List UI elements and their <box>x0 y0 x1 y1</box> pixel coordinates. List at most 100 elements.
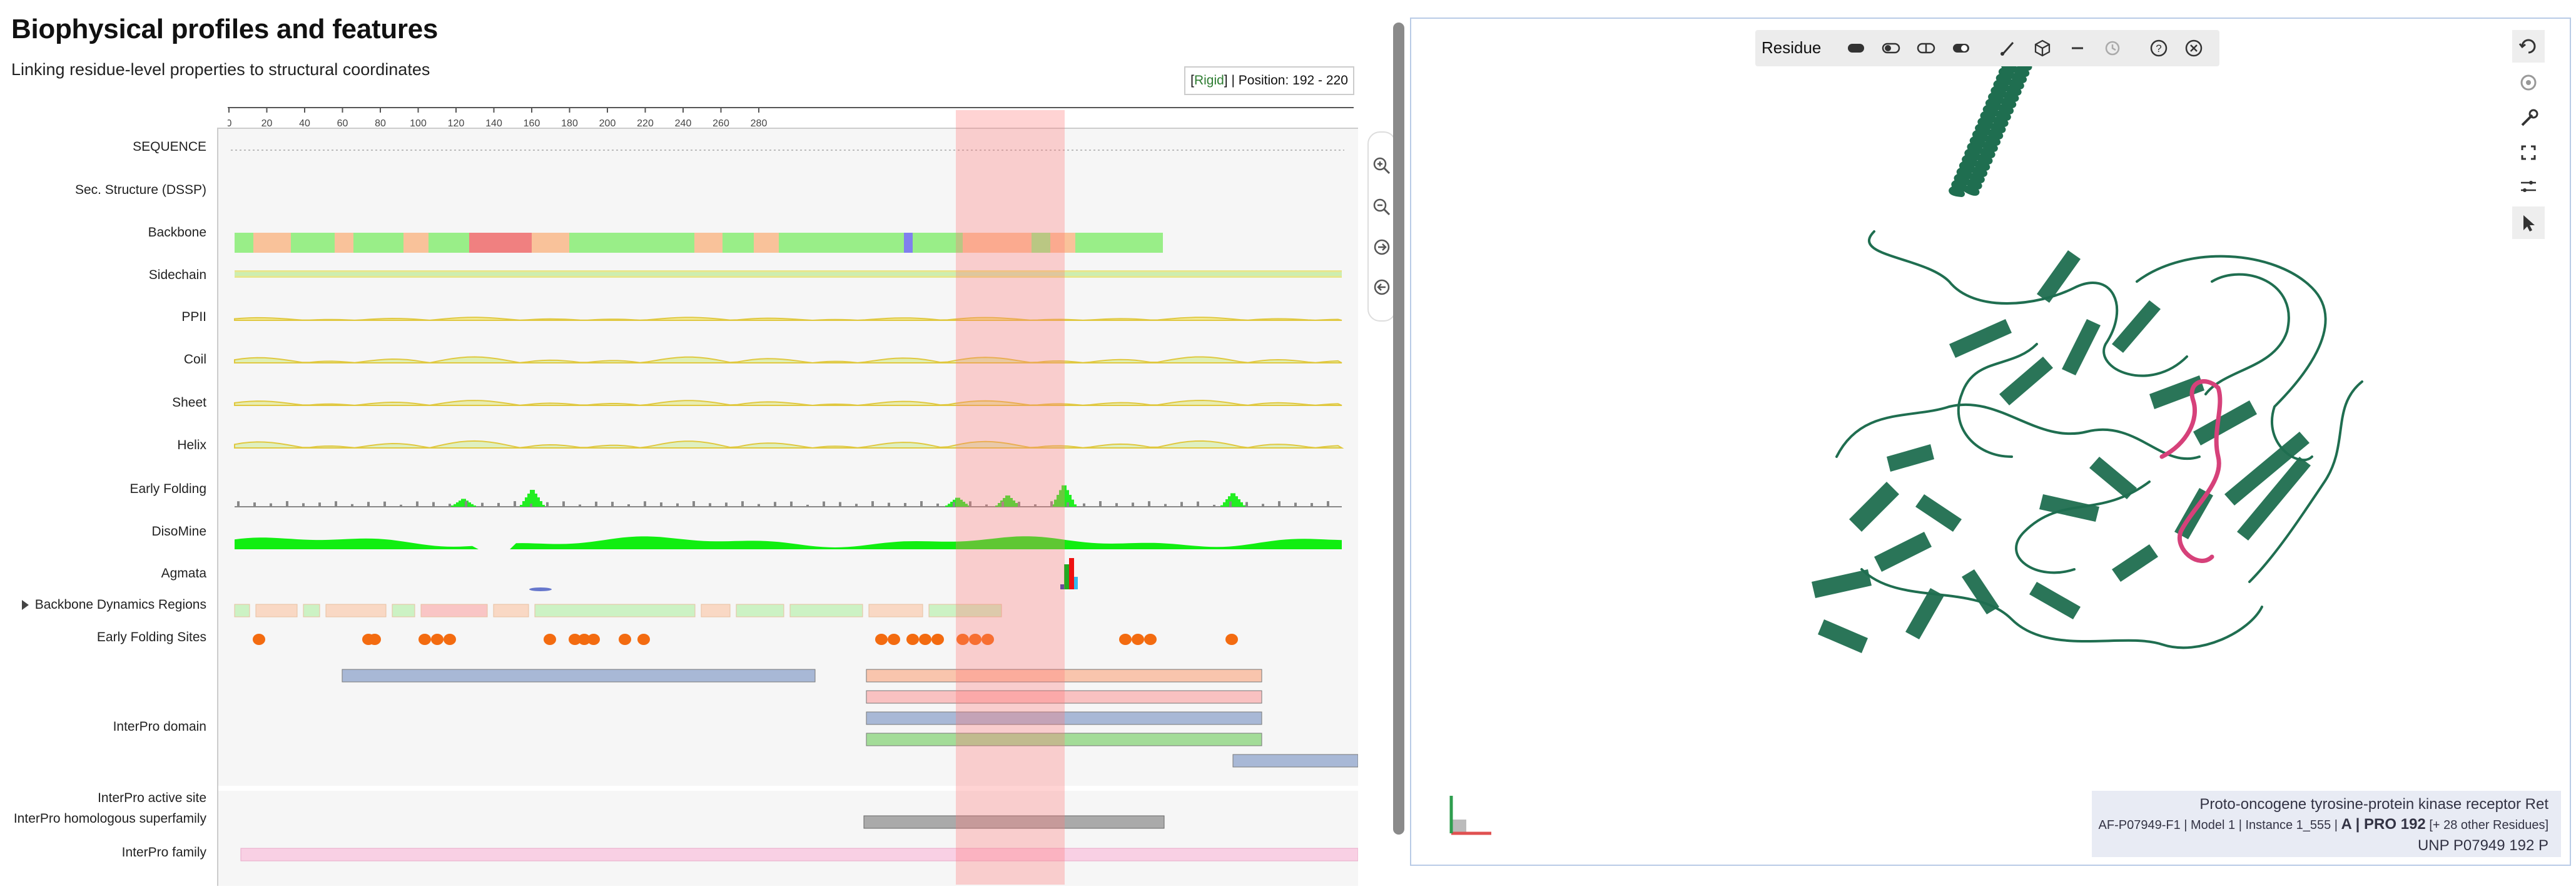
early-folding-bar <box>953 502 955 507</box>
early-folding-bar <box>459 500 461 507</box>
zoom-in-icon[interactable] <box>1372 156 1391 175</box>
cube-icon[interactable] <box>2033 39 2052 58</box>
early-folding-bar <box>461 499 464 507</box>
interpro-domain-bar <box>1232 754 1359 768</box>
dynamics-region <box>325 604 387 617</box>
track-label-text: Early Folding <box>129 482 206 496</box>
track-label: DisoMine <box>0 524 206 539</box>
ruler-tick-label: 120 <box>448 118 465 129</box>
ruler-tick-label: 180 <box>561 118 578 129</box>
folding-site-dot <box>253 634 265 645</box>
early-folding-bar <box>1015 503 1018 507</box>
early-folding-bar <box>1132 502 1134 507</box>
folding-site-dot <box>981 634 994 645</box>
track-label-text: Helix <box>177 438 206 452</box>
toggle-dark-icon[interactable] <box>1847 39 1865 58</box>
early-folding-bar <box>1180 502 1183 507</box>
scroll-left-icon[interactable] <box>1372 278 1391 297</box>
early-folding-bar <box>1233 493 1235 507</box>
track-label-text: SEQUENCE <box>133 140 206 154</box>
position-ruler: 0 20 40 60 80 100 120 140 160 180 200 220 240 260 280 <box>228 107 1354 129</box>
backbone-segment <box>1050 233 1075 253</box>
sidechain-inner <box>235 272 1342 276</box>
toggle-full-icon[interactable] <box>1952 39 1970 58</box>
dynamics-region <box>493 604 529 617</box>
early-folding-bar <box>888 502 890 507</box>
early-folding-bar <box>400 504 402 507</box>
dynamics-region <box>534 604 696 617</box>
early-folding-bar <box>1235 496 1238 507</box>
ruler-tick-label: 260 <box>712 118 729 129</box>
early-folding-bar <box>351 504 353 507</box>
early-folding-bar <box>1243 505 1245 507</box>
wrench-icon[interactable] <box>2512 103 2545 135</box>
spin-icon[interactable] <box>2512 66 2545 99</box>
backbone-segment <box>913 233 963 253</box>
close-icon[interactable] <box>2184 39 2203 58</box>
help-icon[interactable]: ? <box>2149 39 2168 58</box>
early-folding-bar <box>514 501 516 507</box>
folding-site-dot <box>956 634 969 645</box>
fullscreen-icon[interactable] <box>2512 136 2545 169</box>
early-folding-bar <box>1262 504 1264 507</box>
rigid-mode-label: Rigid <box>1194 73 1224 88</box>
early-folding-bar <box>1311 503 1313 507</box>
early-folding-bar <box>432 502 435 507</box>
early-folding-bar <box>985 504 988 507</box>
early-folding-bar <box>1229 501 1232 507</box>
early-folding-bar <box>416 501 418 507</box>
early-folding-bar <box>1013 500 1015 507</box>
toggle-split-icon[interactable] <box>1917 39 1935 58</box>
scroll-right-icon[interactable] <box>1372 238 1391 257</box>
reset-icon[interactable] <box>2512 30 2545 63</box>
early-folding-bar <box>1213 504 1215 507</box>
backbone-segment <box>291 233 335 253</box>
early-folding-bar <box>525 497 527 507</box>
panel-splitter[interactable] <box>1393 23 1404 835</box>
folding-site-dot <box>969 634 981 645</box>
backbone-segment <box>235 233 253 253</box>
residue-selector[interactable]: Residue <box>1762 38 1822 57</box>
feature-tracks-canvas[interactable] <box>218 129 1359 886</box>
page-subtitle: Linking residue-level properties to stru… <box>11 60 430 79</box>
early-folding-bar <box>1072 499 1074 507</box>
early-folding-bar <box>471 504 474 507</box>
cursor-icon[interactable] <box>2512 206 2545 239</box>
structure-viewer[interactable]: Residue ? Proto-oncogene tyrosine-protei… <box>1410 18 2571 866</box>
sliders-icon[interactable] <box>2512 170 2545 203</box>
ruler-tick-label: 220 <box>637 118 654 129</box>
zoom-out-icon[interactable] <box>1372 198 1391 216</box>
early-folding-bar <box>627 504 630 507</box>
track-label[interactable]: Backbone Dynamics Regions <box>0 597 206 612</box>
track-label: Sheet <box>0 395 206 410</box>
track-label-text: Agmata <box>161 566 206 581</box>
dynamics-region <box>303 604 320 617</box>
early-folding-bar <box>969 501 971 507</box>
helix-track <box>234 440 1344 449</box>
folding-site-dot <box>888 634 900 645</box>
early-folding-bar <box>1115 503 1118 507</box>
dynamics-region <box>392 604 415 617</box>
minus-icon[interactable] <box>2068 39 2087 58</box>
early-folding-bar <box>456 502 459 507</box>
early-folding-bar <box>790 501 793 507</box>
early-folding-bar <box>758 504 760 507</box>
early-folding-bar <box>1240 502 1243 507</box>
early-folding-bar <box>1005 495 1008 507</box>
dynamics-region <box>736 604 784 617</box>
position-range: Position: 192 - 220 <box>1238 73 1348 88</box>
history-icon[interactable] <box>2103 39 2122 58</box>
early-folding-bar <box>1099 501 1102 507</box>
feature-track-panel[interactable] <box>217 128 1359 886</box>
track-label-text: Sec. Structure (DSSP) <box>74 183 206 197</box>
zoom-controls <box>1367 131 1396 322</box>
ruler-tick-label: 40 <box>299 118 310 129</box>
protein-structure-render[interactable] <box>1411 19 2570 865</box>
brush-icon[interactable] <box>1998 39 2017 58</box>
early-folding-bar <box>270 503 272 507</box>
early-folding-bar <box>1294 502 1297 507</box>
toggle-half-icon[interactable] <box>1882 39 1900 58</box>
track-label: SEQUENCE <box>0 140 206 155</box>
disomine-track <box>235 536 1342 549</box>
expand-arrow-icon[interactable] <box>21 600 29 611</box>
